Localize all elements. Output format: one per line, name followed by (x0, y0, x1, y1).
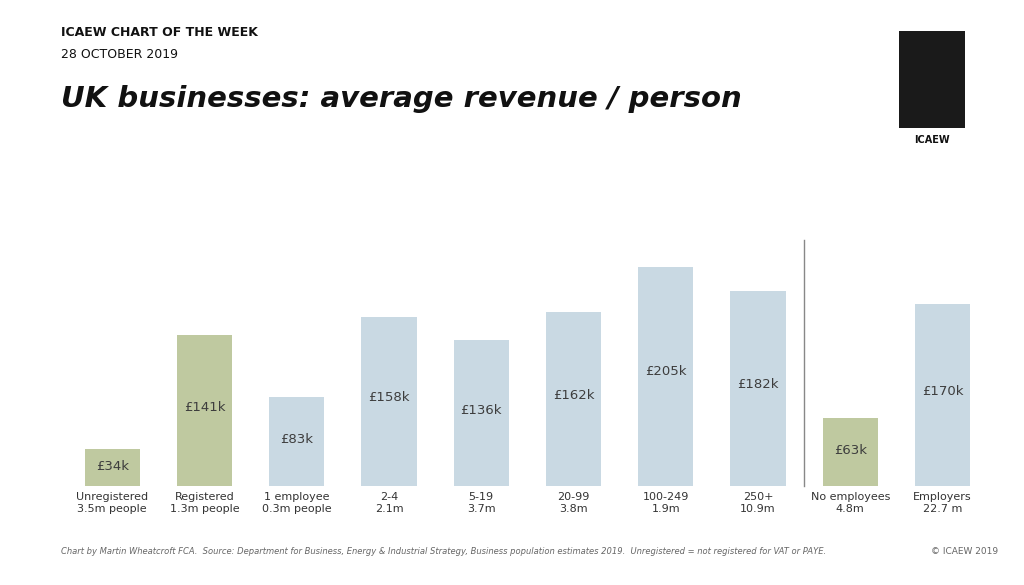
Text: £63k: £63k (834, 444, 866, 457)
Bar (914, 304, 970, 486)
Text: UK businesses: average revenue / person: UK businesses: average revenue / person (61, 85, 742, 113)
Text: £182k: £182k (737, 378, 779, 391)
Bar (85, 449, 140, 486)
Bar (546, 312, 601, 486)
Bar (177, 335, 232, 486)
Bar (822, 418, 878, 486)
Bar (361, 316, 417, 486)
Text: £141k: £141k (183, 401, 225, 414)
FancyBboxPatch shape (899, 31, 965, 128)
Text: £158k: £158k (369, 391, 410, 404)
Bar (454, 340, 509, 486)
Text: £34k: £34k (95, 460, 129, 473)
Text: Chart by Martin Wheatcroft FCA.  Source: Department for Business, Energy & Indus: Chart by Martin Wheatcroft FCA. Source: … (61, 547, 826, 556)
Text: £205k: £205k (645, 365, 686, 378)
Text: £136k: £136k (461, 404, 502, 417)
Text: £162k: £162k (553, 389, 594, 402)
Text: 28 OCTOBER 2019: 28 OCTOBER 2019 (61, 48, 178, 61)
Text: £170k: £170k (922, 384, 964, 398)
Text: © ICAEW 2019: © ICAEW 2019 (931, 547, 998, 556)
Bar (638, 267, 693, 486)
Text: £83k: £83k (281, 433, 313, 446)
Bar (730, 291, 785, 486)
Bar (269, 397, 325, 486)
Text: ICAEW: ICAEW (914, 135, 949, 145)
Text: ICAEW CHART OF THE WEEK: ICAEW CHART OF THE WEEK (61, 26, 258, 39)
